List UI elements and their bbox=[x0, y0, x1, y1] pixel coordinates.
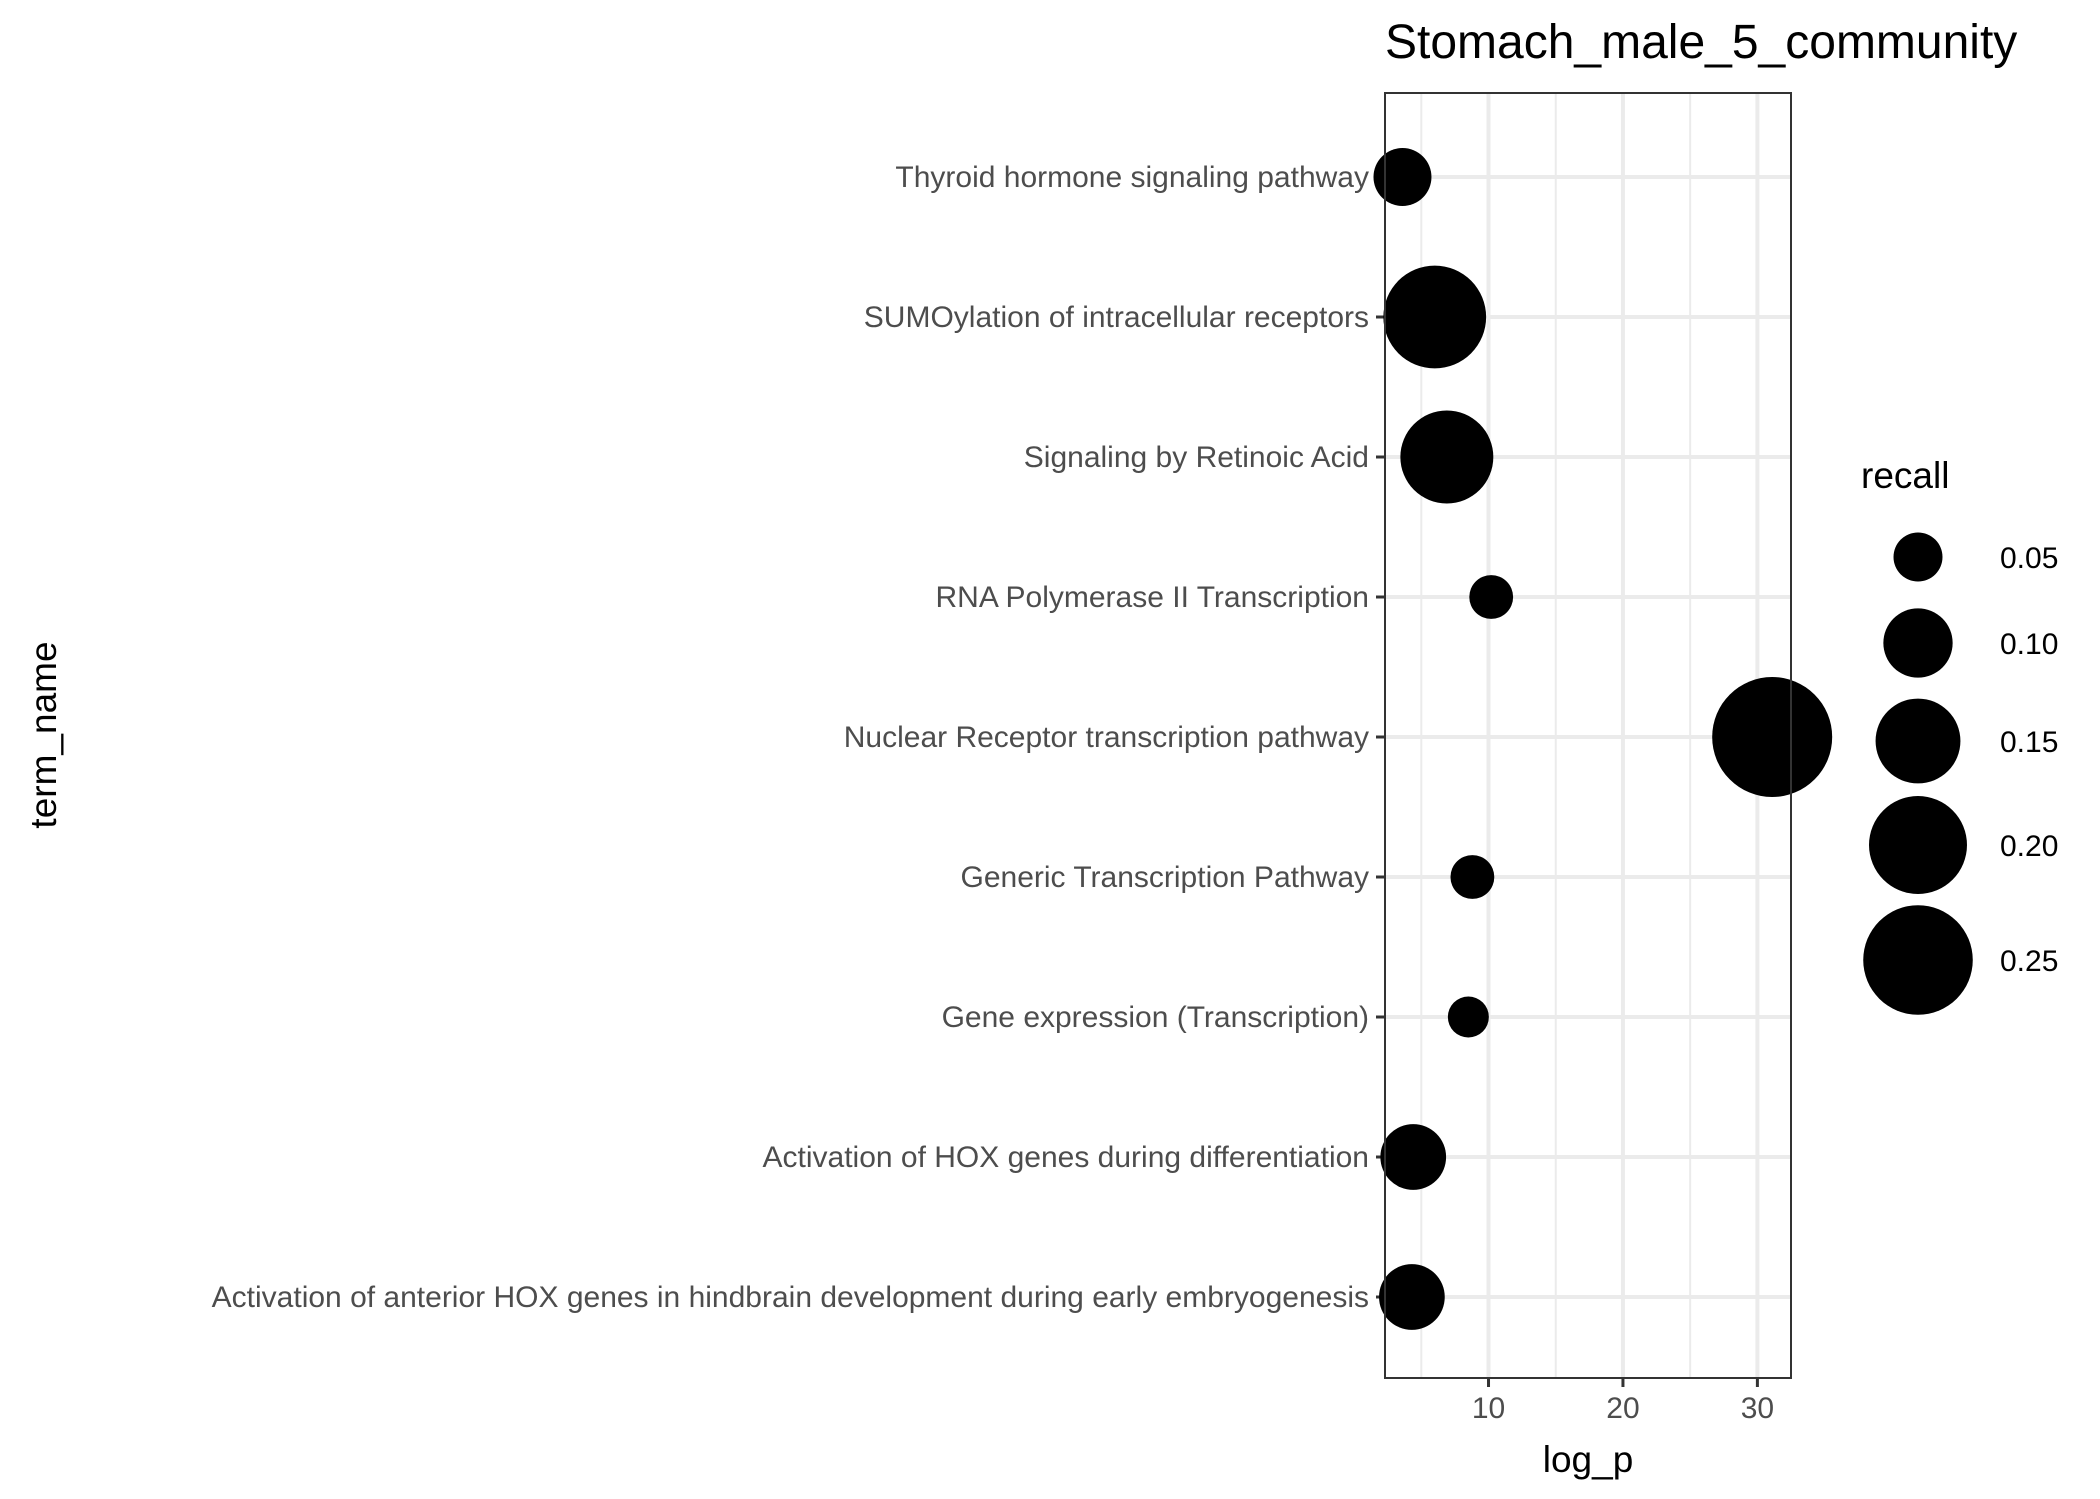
data-point bbox=[1469, 575, 1514, 619]
panel-border bbox=[1384, 92, 1792, 1379]
legend-key-circle bbox=[1869, 796, 1967, 894]
legend-key-circle bbox=[1875, 698, 1961, 784]
y-tick-label: Gene expression (Transcription) bbox=[942, 1001, 1369, 1034]
legend-key-circle bbox=[1863, 905, 1973, 1015]
legend-key-label: 0.05 bbox=[2000, 542, 2058, 575]
x-axis-tick-labels: 10 20 30 bbox=[1472, 1392, 1774, 1425]
data-point bbox=[1383, 265, 1487, 369]
legend-key-circle bbox=[1883, 608, 1953, 678]
legend-key-label: 0.25 bbox=[2000, 945, 2058, 978]
y-axis-tick-labels: Thyroid hormone signaling pathway SUMOyla… bbox=[212, 161, 1369, 1314]
legend-title: recall bbox=[1861, 455, 1949, 496]
data-point bbox=[1400, 410, 1494, 504]
x-tick-label: 30 bbox=[1741, 1392, 1774, 1425]
legend-key-label: 0.20 bbox=[2000, 830, 2058, 863]
y-axis-title: term_name bbox=[23, 641, 64, 828]
y-tick-label: Signaling by Retinoic Acid bbox=[1024, 441, 1369, 474]
y-tick-label: Activation of anterior HOX genes in hind… bbox=[212, 1281, 1369, 1314]
x-tick-label: 20 bbox=[1606, 1392, 1639, 1425]
data-point bbox=[1380, 1124, 1447, 1190]
y-tick-label: Activation of HOX genes during different… bbox=[763, 1141, 1369, 1174]
y-tick-label: Thyroid hormone signaling pathway bbox=[895, 161, 1369, 194]
y-tick-label: RNA Polymerase II Transcription bbox=[936, 581, 1370, 614]
data-point bbox=[1712, 677, 1833, 797]
y-tick-label: Nuclear Receptor transcription pathway bbox=[844, 721, 1369, 754]
y-tick-label: SUMOylation of intracellular receptors bbox=[864, 301, 1369, 334]
x-tick-label: 10 bbox=[1472, 1392, 1505, 1425]
y-tick-label: Generic Transcription Pathway bbox=[960, 861, 1369, 894]
legend-items: 0.05 0.10 0.15 0.20 0.25 bbox=[1863, 532, 2058, 1015]
x-axis-title: log_p bbox=[1543, 1439, 1634, 1480]
chart-title: Stomach_male_5_community bbox=[1385, 16, 2017, 69]
data-points bbox=[1373, 148, 1833, 1330]
data-point bbox=[1450, 855, 1495, 899]
data-point bbox=[1373, 148, 1432, 206]
legend-key-label: 0.10 bbox=[2000, 628, 2058, 661]
legend: recall 0.05 0.10 0.15 0.20 0.25 bbox=[1861, 455, 2058, 1015]
data-point bbox=[1447, 996, 1489, 1038]
legend-key-circle bbox=[1893, 532, 1943, 582]
legend-key-label: 0.15 bbox=[2000, 726, 2058, 759]
data-point bbox=[1379, 1264, 1445, 1330]
